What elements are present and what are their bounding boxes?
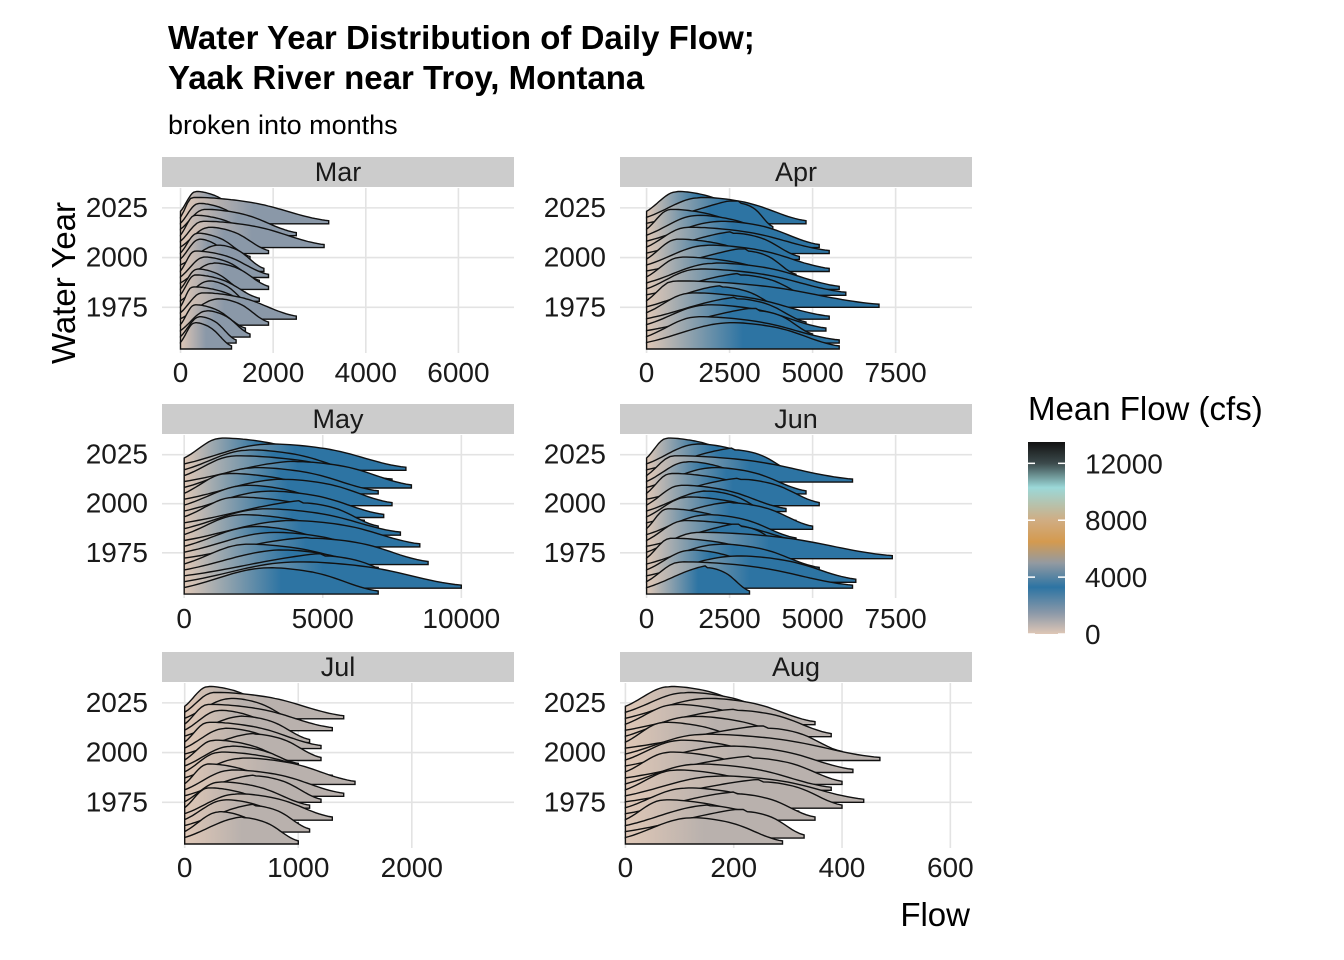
panel-mar: Mar 0 2000 4000 6000 1975 2000 2025 [86,157,514,388]
strip-jun [620,404,972,434]
strip-label-may: May [312,404,364,434]
panel-apr: Apr 0 2500 5000 7500 1975 2000 2025 [544,157,972,388]
panel-aug: Aug 0 200 400 600 1975 2000 2025 [544,652,974,883]
x-tick-apr-3: 7500 [864,357,926,388]
legend-title: Mean Flow (cfs) [1028,390,1263,427]
legend-tick-label-0: 0 [1085,619,1101,650]
strip-apr [620,157,972,187]
strip-label-jun: Jun [774,404,818,434]
x-tick-aug-0: 0 [618,852,634,883]
x-tick-jul-1: 1000 [267,852,329,883]
panel-jun: Jun 0 2500 5000 7500 1975 2000 2025 [544,404,972,634]
strip-aug [620,652,972,682]
ridge-may-1959 [183,566,379,595]
x-tick-mar-0: 0 [173,357,189,388]
y-tick-mar-0: 1975 [86,291,148,322]
strip-label-mar: Mar [315,157,362,187]
strip-label-jul: Jul [321,652,356,682]
x-tick-may-0: 0 [176,603,192,634]
ridge-apr-1959 [645,322,840,350]
y-tick-jun-0: 1975 [544,537,606,568]
legend-tick-label-1: 4000 [1085,562,1147,593]
panel-may: May 0 5000 10000 1975 2000 2025 [86,404,514,634]
x-tick-jul-0: 0 [177,852,193,883]
chart-title-line-1: Water Year Distribution of Daily Flow; [168,19,755,56]
x-tick-mar-3: 6000 [427,357,489,388]
y-tick-apr-1: 2000 [544,242,606,273]
legend-tick-label-2: 8000 [1085,505,1147,536]
x-tick-jun-0: 0 [639,603,655,634]
x-tick-aug-1: 200 [710,852,757,883]
y-tick-jun-2: 2025 [544,439,606,470]
x-tick-apr-1: 2500 [698,357,760,388]
legend: 0 4000 8000 12000 [1028,442,1163,650]
x-tick-may-2: 10000 [422,603,500,634]
x-tick-aug-3: 600 [927,852,974,883]
y-tick-aug-0: 1975 [544,786,606,817]
x-tick-mar-2: 4000 [335,357,397,388]
chart-subtitle: broken into months [168,110,398,140]
x-tick-jun-3: 7500 [864,603,926,634]
strip-label-apr: Apr [775,157,817,187]
strip-label-aug: Aug [772,652,820,682]
x-tick-may-1: 5000 [292,603,354,634]
y-tick-jun-1: 2000 [544,488,606,519]
y-tick-apr-0: 1975 [544,291,606,322]
y-tick-apr-2: 2025 [544,192,606,223]
y-tick-may-2: 2025 [86,439,148,470]
ridge-jul-1959 [184,816,299,845]
x-tick-mar-1: 2000 [242,357,304,388]
y-tick-mar-1: 2000 [86,242,148,273]
y-tick-aug-1: 2000 [544,737,606,768]
ridge-mar-1959 [179,322,233,350]
strip-mar [162,157,514,187]
ridge-aug-1959 [624,817,784,845]
y-tick-jul-0: 1975 [86,786,148,817]
x-tick-jun-2: 5000 [781,603,843,634]
strip-jul [162,652,514,682]
x-tick-aug-2: 400 [819,852,866,883]
y-tick-may-1: 2000 [86,488,148,519]
x-tick-apr-2: 5000 [781,357,843,388]
x-tick-apr-0: 0 [639,357,655,388]
y-tick-may-0: 1975 [86,537,148,568]
y-tick-aug-2: 2025 [544,687,606,718]
x-tick-jun-1: 2500 [698,603,760,634]
chart-title: Water Year Distribution of Daily Flow; Y… [168,18,755,98]
legend-tick-label-3: 12000 [1085,448,1163,479]
y-tick-jul-2: 2025 [86,687,148,718]
x-tick-jul-2: 2000 [381,852,443,883]
y-tick-jul-1: 2000 [86,737,148,768]
chart-title-line-2: Yaak River near Troy, Montana [168,59,645,96]
x-axis-label: Flow [900,896,970,933]
ridge-jun-1959 [645,565,751,595]
y-tick-mar-2: 2025 [86,192,148,223]
legend-colorbar [1028,442,1065,634]
panel-jul: Jul 0 1000 2000 1975 2000 2025 [86,652,514,883]
strip-may [162,404,514,434]
